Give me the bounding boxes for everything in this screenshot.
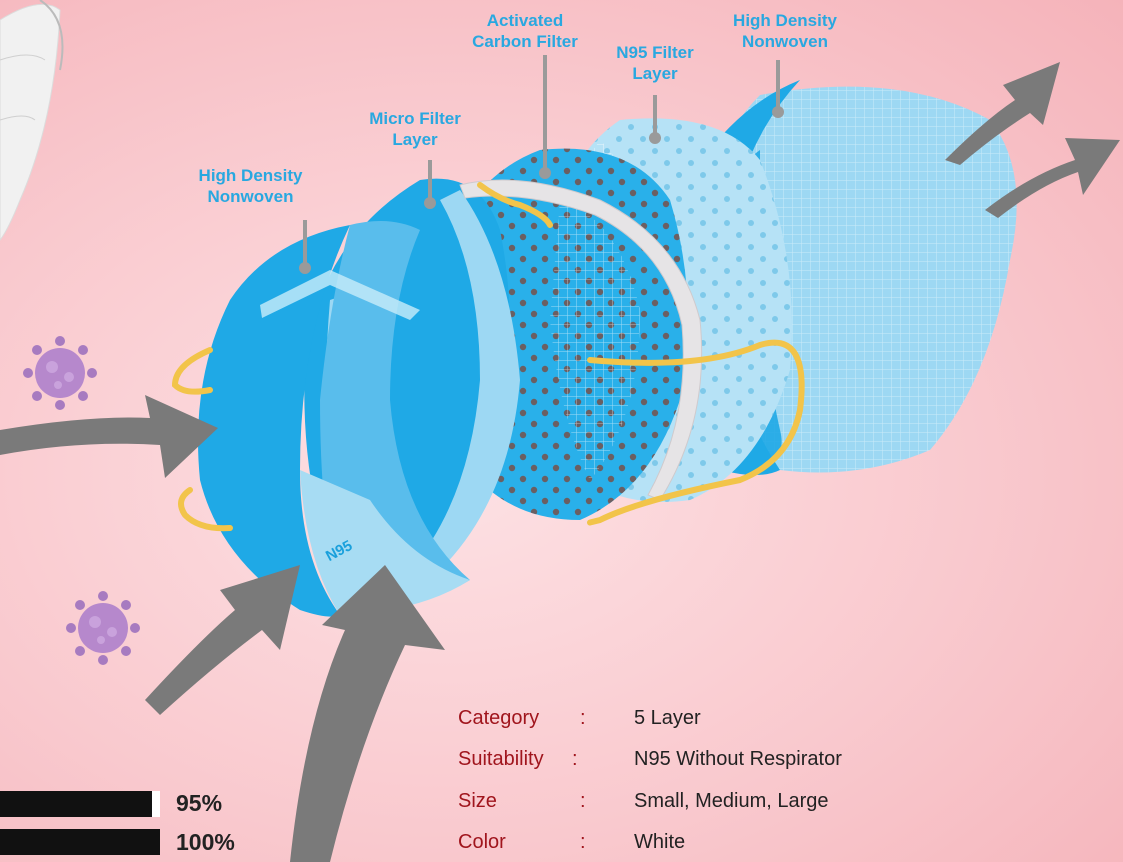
inflow-arrow-bottom <box>290 565 445 862</box>
spec-colon: : <box>580 707 586 729</box>
percent-label-95: 95% <box>176 790 223 816</box>
inflow-arrow-bottom-left <box>145 565 300 715</box>
virus-icon <box>23 336 97 410</box>
label-n95-filter-layer: N95 Filter Layer <box>616 43 694 83</box>
bar-fill-95 <box>0 791 152 817</box>
spec-value: White <box>634 831 686 853</box>
spec-key: Color <box>458 831 506 853</box>
inflow-arrow-left <box>0 395 218 478</box>
ear-loops <box>171 182 805 532</box>
spec-value: 5 Layer <box>634 707 701 729</box>
spec-colon: : <box>580 790 586 812</box>
spec-key: Category <box>458 707 540 729</box>
layer-1-outer <box>198 221 470 617</box>
label-activated-carbon-filter: Activated Carbon Filter <box>472 11 578 51</box>
airflow-arrows <box>0 62 1120 862</box>
spec-colon: : <box>580 831 586 853</box>
label-leader-lines <box>299 55 784 274</box>
label-high-density-nonwoven-back: High Density Nonwoven <box>733 11 837 51</box>
mask-product-photo <box>0 0 64 241</box>
percent-label-100: 100% <box>176 829 235 855</box>
percentage-bars <box>0 791 160 855</box>
outflow-arrow-top <box>945 62 1060 165</box>
outflow-arrow-right <box>985 138 1120 218</box>
bar-fill-100 <box>0 829 160 855</box>
spec-key: Suitability <box>458 748 544 770</box>
spec-colon: : <box>572 748 578 770</box>
spec-key: Size <box>458 790 497 812</box>
spec-value: Small, Medium, Large <box>634 790 829 812</box>
label-micro-filter-layer: Micro Filter Layer <box>369 109 461 149</box>
virus-icon <box>66 591 140 665</box>
label-high-density-nonwoven-front: High Density Nonwoven <box>198 166 303 206</box>
spec-value: N95 Without Respirator <box>634 748 842 770</box>
